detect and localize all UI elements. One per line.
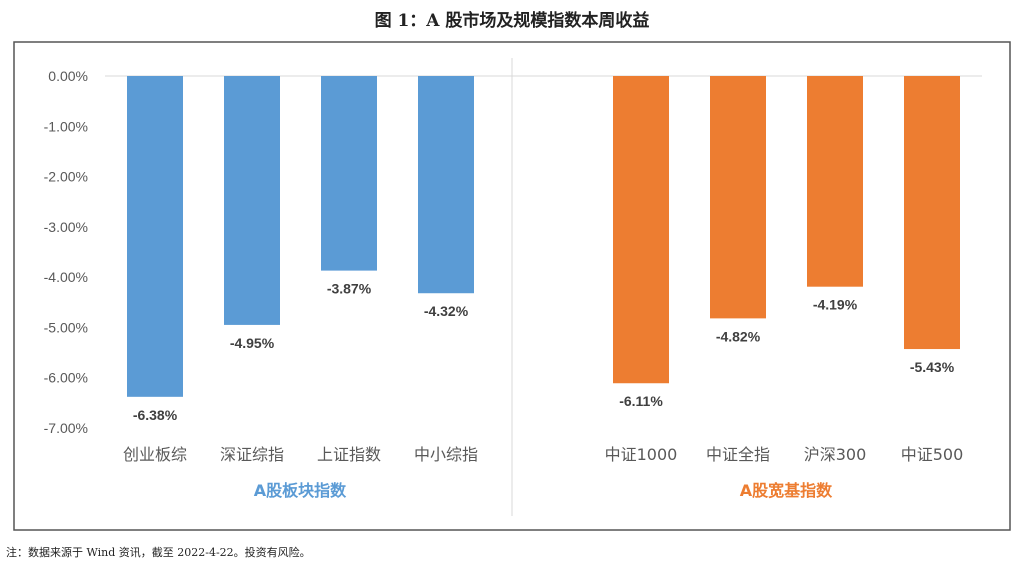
source-note: 注：数据来源于 Wind 资讯，截至 2022-4-22。投资有风险。 bbox=[6, 546, 311, 559]
bar bbox=[127, 76, 183, 397]
figure-title: 图 1：A 股市场及规模指数本周收益 bbox=[374, 11, 650, 31]
y-tick-label: -1.00% bbox=[44, 118, 88, 134]
bar bbox=[807, 76, 863, 287]
y-tick-label: -5.00% bbox=[44, 319, 88, 335]
bar bbox=[613, 76, 669, 384]
data-label: -4.32% bbox=[424, 303, 469, 319]
category-label: 深证综指 bbox=[220, 445, 284, 464]
category-label: 中证500 bbox=[901, 445, 964, 464]
category-label: 中小综指 bbox=[414, 445, 478, 464]
data-label: -5.43% bbox=[910, 359, 955, 375]
bar bbox=[710, 76, 766, 319]
category-label: 中证全指 bbox=[706, 445, 770, 464]
y-tick-label: -7.00% bbox=[44, 420, 88, 436]
chart-border bbox=[13, 41, 1011, 531]
y-tick-label: -2.00% bbox=[44, 169, 88, 185]
category-label: 沪深300 bbox=[804, 445, 867, 464]
data-label: -6.11% bbox=[619, 393, 663, 409]
bar bbox=[224, 76, 280, 325]
bar bbox=[321, 76, 377, 271]
data-label: -6.38% bbox=[133, 407, 178, 423]
category-label: 创业板综 bbox=[123, 445, 187, 464]
category-label: 中证1000 bbox=[605, 445, 678, 464]
data-label: -4.82% bbox=[716, 328, 761, 344]
category-label: 上证指数 bbox=[317, 445, 381, 464]
group-label: A股宽基指数 bbox=[740, 481, 833, 500]
data-label: -3.87% bbox=[327, 281, 372, 297]
bar bbox=[418, 76, 474, 294]
data-label: -4.95% bbox=[230, 335, 275, 351]
y-tick-label: 0.00% bbox=[48, 68, 88, 84]
group-label: A股板块指数 bbox=[254, 481, 347, 500]
data-label: -4.19% bbox=[813, 297, 858, 313]
bar bbox=[904, 76, 960, 350]
y-tick-label: -4.00% bbox=[44, 269, 88, 285]
y-tick-label: -3.00% bbox=[44, 219, 88, 235]
y-tick-label: -6.00% bbox=[44, 370, 88, 386]
